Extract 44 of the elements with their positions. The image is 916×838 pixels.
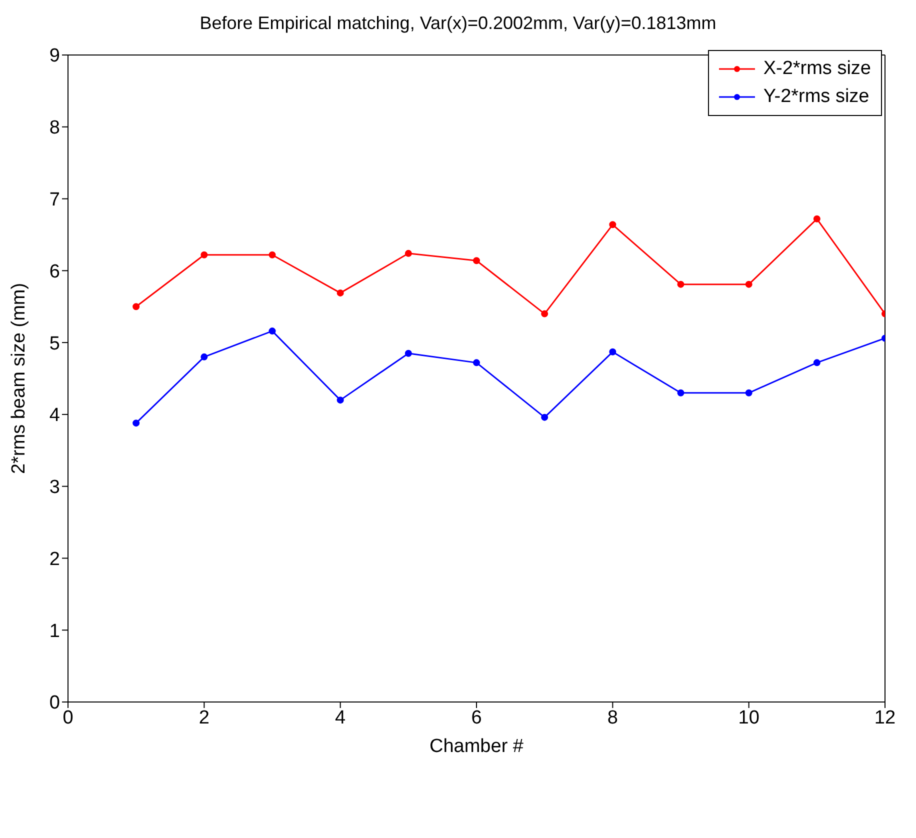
point [813,359,820,366]
point [268,251,276,258]
x-tick-label: 0 [62,707,74,728]
y-tick-label: 6 [49,261,60,282]
point [132,303,140,310]
point [200,353,208,360]
y-tick-label: 2 [49,548,60,570]
y-axis-title: 2*rms beam size (mm) [8,282,30,474]
y-tick-label: 4 [49,405,60,426]
point [336,396,344,404]
point [609,221,616,228]
point [473,257,480,264]
point [745,280,752,288]
point [677,389,684,396]
point [404,350,412,357]
y-tick-label: 7 [49,190,60,211]
chart-title: Before Empirical matching, Var(x)=0.2002mm, Var(y)=0.1813mm [198,12,718,35]
x-tick-label: 10 [738,707,760,728]
legend-label: X-2*rms size [763,57,871,81]
point [813,215,820,222]
x-tick-label: 12 [874,707,896,728]
point [541,310,548,318]
x-tick-label: 6 [471,707,482,728]
point [200,251,208,258]
point [541,414,548,421]
point [132,420,140,427]
legend-label: Y-2*rms size [763,85,870,109]
x-axis-title: Chamber # [430,736,524,757]
y-tick-label: 8 [49,118,60,139]
y-tick-label: 9 [49,46,60,67]
y-tick-label: 0 [49,692,60,714]
point [745,389,752,396]
point [609,348,616,356]
x-tick-label: 2 [198,707,210,728]
point [336,289,344,296]
y-tick-label: 5 [49,333,60,354]
point [268,328,276,335]
y-tick-label: 3 [49,477,60,498]
point [473,359,480,366]
point [677,280,684,288]
y-tick-label: 1 [49,620,60,642]
point [404,250,412,257]
x-tick-label: 8 [607,707,618,728]
x-tick-label: 4 [335,707,346,728]
